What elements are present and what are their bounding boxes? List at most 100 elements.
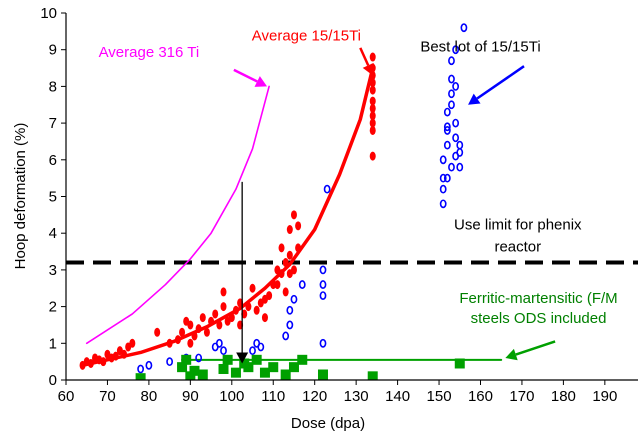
point-best-lot-15-15ti (439, 155, 447, 165)
point-15-15ti (369, 151, 376, 161)
point-best-lot-15-15ti (439, 199, 447, 209)
point-15-15ti (245, 302, 252, 312)
point-15-15ti (100, 357, 107, 367)
point-15-15ti (220, 287, 227, 297)
point-15-15ti (216, 320, 223, 330)
point-15-15ti (174, 335, 181, 345)
point-ferritic-martensitic (259, 367, 270, 378)
point-15-15ti (295, 221, 302, 231)
point-15-15ti (290, 210, 297, 220)
point-best-lot-15-15ti (166, 357, 174, 367)
point-best-lot-15-15ti (452, 82, 460, 91)
point-ferritic-martensitic (243, 362, 254, 373)
annotation-arrow (359, 47, 374, 76)
x-tick-label: 150 (427, 388, 452, 405)
x-tick-label: 170 (509, 388, 534, 405)
point-15-15ti (249, 283, 256, 293)
point-15-15ti (203, 327, 210, 337)
point-best-lot-15-15ti (452, 118, 460, 128)
point-15-15ti (295, 243, 302, 253)
y-tick-label: 2 (49, 299, 57, 316)
point-best-lot-15-15ti (215, 338, 223, 348)
point-15-15ti (212, 309, 219, 319)
y-tick-label: 9 (49, 42, 57, 59)
point-15-15ti (369, 111, 376, 121)
point-best-lot-15-15ti (137, 364, 145, 374)
point-15-15ti (187, 338, 194, 348)
point-ferritic-martensitic (454, 358, 465, 369)
point-best-lot-15-15ti (448, 74, 455, 84)
point-best-lot-15-15ti (456, 162, 464, 172)
x-axis-title: Dose (dpa) (291, 415, 365, 432)
annotation-label: Best lot of 15/15Ti (420, 39, 540, 56)
point-best-lot-15-15ti (443, 126, 451, 135)
annotation-arrow (233, 68, 268, 87)
average-15-15ti-curve (80, 66, 375, 368)
annotation-label: Ferritic-martensitic (F/M (459, 290, 617, 307)
y-tick-label: 4 (49, 225, 57, 242)
point-15-15ti (187, 320, 194, 330)
point-best-lot-15-15ti (460, 23, 468, 33)
y-tick-label: 5 (49, 189, 57, 206)
point-15-15ti (369, 85, 376, 95)
point-ferritic-martensitic (230, 367, 241, 378)
point-15-15ti (220, 302, 227, 312)
point-15-15ti (154, 327, 161, 337)
point-15-15ti (369, 78, 376, 88)
point-15-15ti (166, 338, 173, 348)
point-ferritic-martensitic (222, 354, 233, 365)
x-tick-label: 80 (141, 388, 158, 405)
point-15-15ti (208, 316, 215, 326)
point-best-lot-15-15ti (220, 346, 227, 356)
y-tick-label: 1 (49, 335, 57, 352)
point-best-lot-15-15ti (452, 45, 460, 55)
point-best-lot-15-15ti (456, 140, 464, 150)
point-15-15ti (253, 305, 260, 315)
x-tick-label: 190 (592, 388, 617, 405)
point-15-15ti (286, 250, 293, 260)
x-tick-label: 130 (344, 388, 369, 405)
arrow-head (505, 348, 518, 361)
x-tick-label: 70 (99, 388, 116, 405)
point-best-lot-15-15ti (195, 353, 203, 363)
arrow-shaft (359, 47, 370, 66)
point-15-15ti (369, 118, 376, 128)
point-best-lot-15-15ti (249, 346, 256, 356)
point-15-15ti (369, 96, 376, 106)
annotation-label: reactor (494, 239, 541, 256)
point-ferritic-martensitic (251, 354, 262, 365)
annotation-arrow (505, 340, 556, 361)
point-best-lot-15-15ti (448, 162, 455, 172)
point-15-15ti (112, 351, 119, 361)
arrow-head (362, 62, 374, 76)
point-ferritic-martensitic (317, 369, 328, 380)
point-best-lot-15-15ti (323, 184, 331, 194)
point-15-15ti (369, 52, 376, 62)
point-best-lot-15-15ti (443, 122, 451, 132)
point-15-15ti (282, 258, 289, 268)
point-15-15ti (369, 125, 376, 135)
point-ferritic-martensitic (177, 362, 188, 373)
point-15-15ti (261, 313, 268, 323)
point-best-lot-15-15ti (319, 280, 327, 289)
point-ferritic-martensitic (218, 363, 229, 374)
annotation-label: steels ODS included (471, 310, 607, 327)
point-15-15ti (266, 291, 273, 301)
arrow-head (236, 352, 249, 364)
x-tick-label: 110 (261, 388, 285, 405)
point-best-lot-15-15ti (439, 184, 447, 194)
annotation-label: Use limit for phenix (454, 217, 582, 234)
point-15-15ti (129, 338, 136, 348)
point-best-lot-15-15ti (319, 265, 327, 275)
point-15-15ti (282, 287, 289, 297)
point-15-15ti (286, 225, 293, 235)
x-tick-label: 100 (219, 388, 244, 405)
y-tick-label: 7 (49, 115, 57, 132)
point-ferritic-martensitic (268, 362, 279, 373)
annotation-arrow (468, 65, 525, 105)
point-best-lot-15-15ti (448, 56, 455, 66)
y-tick-label: 10 (40, 5, 57, 22)
x-tick-label: 60 (58, 388, 75, 405)
point-best-lot-15-15ti (443, 173, 451, 183)
